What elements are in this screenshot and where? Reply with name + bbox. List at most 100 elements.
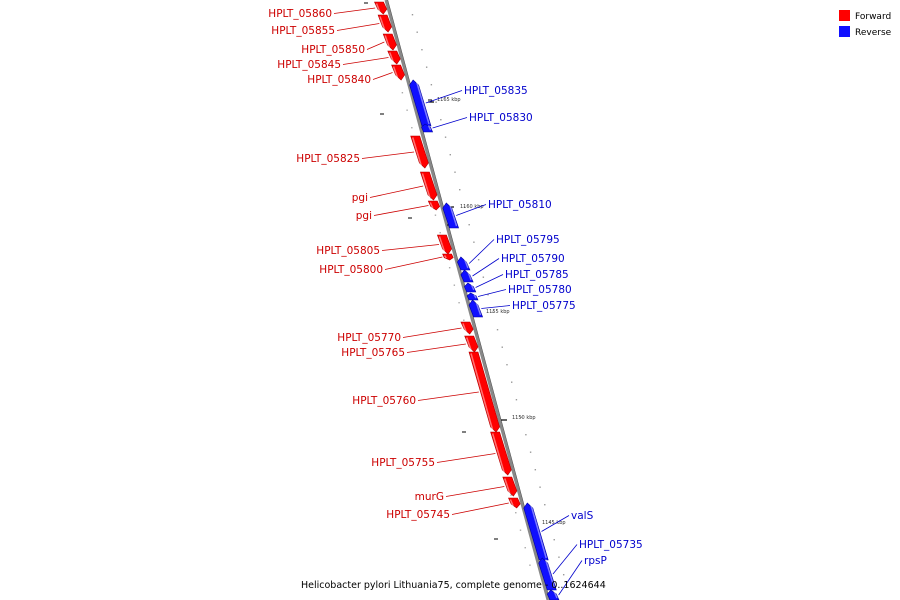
- gene-label[interactable]: HPLT_05830: [469, 112, 533, 124]
- gene-label[interactable]: HPLT_05810: [488, 199, 552, 211]
- gene-label[interactable]: HPLT_05785: [505, 269, 569, 281]
- marker-dot: [539, 486, 541, 488]
- gene-label[interactable]: HPLT_05790: [501, 253, 565, 265]
- gene-feature[interactable]: [410, 135, 429, 169]
- gene-feature[interactable]: [442, 253, 454, 261]
- gene-label[interactable]: HPLT_05765: [341, 347, 405, 359]
- gene-label[interactable]: HPLT_05755: [371, 457, 435, 469]
- gene-label[interactable]: rpsP: [584, 555, 607, 567]
- gene-label[interactable]: HPLT_05805: [316, 245, 380, 257]
- gene-leader-line: [468, 239, 495, 264]
- marker-dot: [477, 259, 480, 261]
- marker-dot: [439, 232, 441, 234]
- gene-leader-line: [406, 343, 466, 353]
- gene-label[interactable]: HPLT_05795: [496, 234, 560, 246]
- gene-label[interactable]: pgi: [352, 192, 368, 204]
- gene-label[interactable]: HPLT_05770: [337, 332, 401, 344]
- gene-leader-line: [558, 560, 583, 596]
- gene-feature[interactable]: [502, 476, 518, 497]
- gene-feature-highlight: [379, 16, 386, 31]
- gene-feature[interactable]: [419, 171, 438, 201]
- gene-feature[interactable]: [460, 321, 474, 335]
- gene-leader-line: [361, 151, 415, 159]
- marker-dot: [506, 364, 508, 366]
- gene-label[interactable]: murG: [415, 491, 444, 503]
- marker-dot: [515, 399, 518, 401]
- marker-dot: [524, 547, 526, 549]
- gene-feature[interactable]: [427, 200, 441, 211]
- gene-label[interactable]: HPLT_05835: [464, 85, 528, 97]
- gene-leader-line: [417, 391, 479, 401]
- marker-dot: [459, 189, 461, 191]
- gene-feature[interactable]: [460, 269, 474, 283]
- gene-label[interactable]: pgi: [356, 210, 372, 222]
- gene-label[interactable]: HPLT_05760: [352, 395, 416, 407]
- gene-label[interactable]: HPLT_05860: [268, 8, 332, 20]
- gene-feature-highlight: [473, 294, 477, 299]
- gene-feature[interactable]: [468, 299, 484, 318]
- marker-dot: [511, 381, 513, 383]
- gene-label[interactable]: HPLT_05735: [579, 539, 643, 551]
- gene-feature-highlight: [462, 323, 467, 333]
- gene-feature[interactable]: [436, 234, 452, 255]
- marker-dot: [515, 512, 517, 514]
- gene-leader-line: [333, 7, 376, 14]
- gene-feature[interactable]: [382, 33, 397, 51]
- gene-feature-highlight: [438, 236, 446, 253]
- gene-feature[interactable]: [490, 431, 512, 476]
- marker-dot: [435, 101, 437, 103]
- tick-label: 1160 kbp: [460, 204, 484, 210]
- gene-leader-line: [472, 258, 500, 277]
- gene-label[interactable]: HPLT_05775: [512, 300, 576, 312]
- gene-feature[interactable]: [464, 335, 479, 353]
- gene-feature[interactable]: [374, 1, 388, 15]
- gene-label[interactable]: HPLT_05845: [277, 59, 341, 71]
- tick-label: 1155 kbp: [486, 309, 510, 315]
- gene-feature-highlight: [463, 258, 469, 269]
- gene-label[interactable]: HPLT_05850: [301, 44, 365, 56]
- gene-label[interactable]: HPLT_05800: [319, 264, 383, 276]
- marker-dot: [463, 319, 465, 321]
- gene-label[interactable]: HPLT_05745: [386, 509, 450, 521]
- marker-dot: [553, 539, 555, 541]
- gene-feature[interactable]: [377, 14, 392, 33]
- gene-feature[interactable]: [391, 64, 405, 81]
- gene-feature[interactable]: [457, 256, 471, 271]
- gene-label[interactable]: HPLT_05825: [296, 153, 360, 165]
- map-caption: Helicobacter pylori Lithuania75, complet…: [301, 580, 606, 591]
- gene-leader-line: [541, 515, 570, 532]
- gene-leader-line: [425, 90, 463, 104]
- marker-dot: [434, 214, 437, 216]
- gene-feature[interactable]: [468, 351, 500, 433]
- gene-leader-line: [445, 486, 505, 497]
- gene-feature-highlight: [504, 478, 511, 495]
- gene-feature[interactable]: [442, 202, 460, 229]
- marker-dot: [520, 416, 522, 418]
- gene-feature-highlight: [392, 66, 399, 79]
- gene-label[interactable]: HPLT_05780: [508, 284, 572, 296]
- gene-feature-highlight: [491, 433, 505, 474]
- gene-feature[interactable]: [466, 292, 479, 301]
- gene-label[interactable]: HPLT_05840: [307, 74, 371, 86]
- marker-dot: [421, 49, 423, 51]
- gene-feature-highlight: [449, 204, 458, 227]
- marker-dot: [411, 14, 414, 16]
- tick-label: 1150 kbp: [512, 415, 536, 421]
- gene-feature-highlight: [475, 301, 482, 316]
- marker-dot: [406, 109, 408, 111]
- gene-leader-line: [342, 57, 389, 65]
- gene-feature-highlight: [415, 81, 430, 125]
- gene-feature[interactable]: [546, 589, 560, 600]
- marker-dot: [468, 224, 470, 226]
- marker-dot: [529, 564, 531, 566]
- gene-label[interactable]: valS: [571, 510, 594, 522]
- gene-feature[interactable]: [538, 557, 557, 591]
- gene-label[interactable]: HPLT_05855: [271, 25, 335, 37]
- gene-feature[interactable]: [508, 497, 521, 509]
- gene-feature-highlight: [509, 499, 514, 507]
- gene-feature[interactable]: [387, 50, 401, 65]
- gene-feature[interactable]: [464, 282, 477, 293]
- marker-dot: [411, 127, 413, 129]
- gene-feature[interactable]: [421, 123, 434, 133]
